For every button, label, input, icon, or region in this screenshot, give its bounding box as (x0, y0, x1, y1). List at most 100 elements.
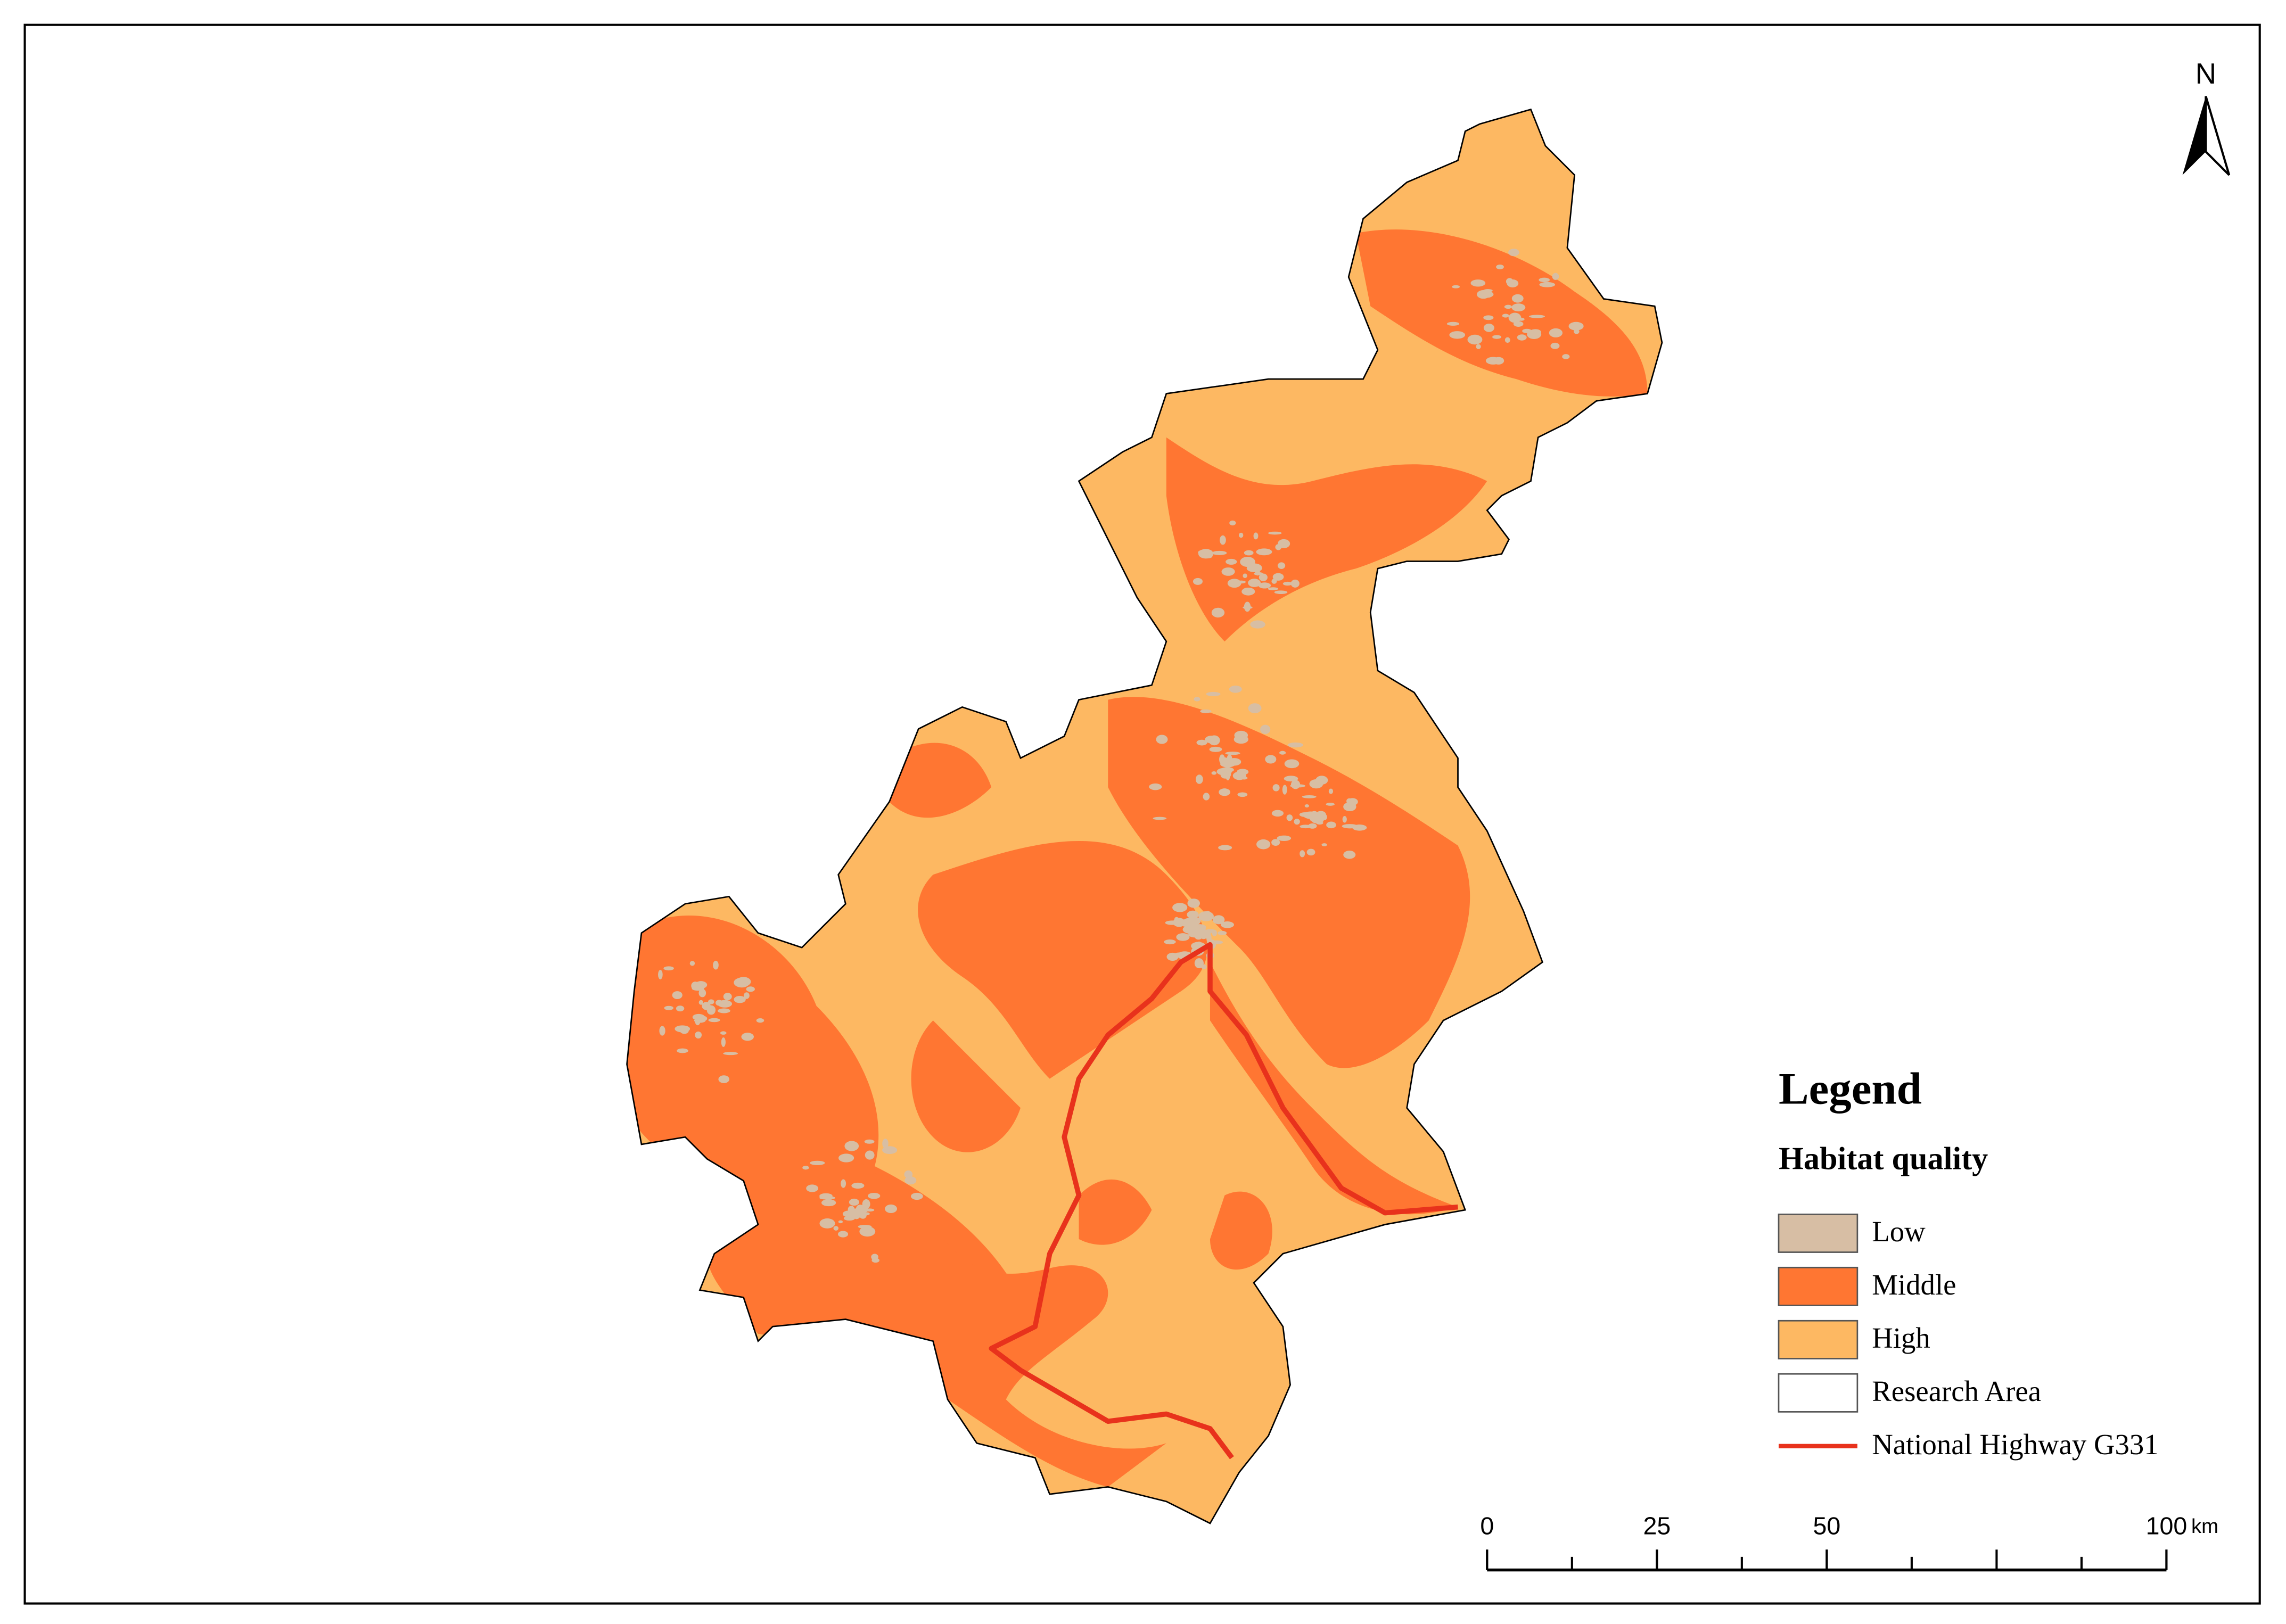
low-quality-area (1290, 579, 1300, 588)
low-quality-area (838, 1220, 843, 1224)
low-quality-area (1322, 814, 1327, 820)
low-quality-area (1244, 550, 1254, 556)
low-quality-area (743, 992, 750, 999)
low-quality-area (1194, 958, 1204, 969)
low-quality-area (1176, 933, 1190, 941)
low-quality-area (1518, 317, 1525, 321)
legend-symbol (1778, 1373, 1859, 1413)
research-area (626, 108, 1663, 1524)
low-quality-area (659, 1026, 665, 1036)
scale-label: 100 (2146, 1512, 2188, 1539)
low-quality-area (698, 1000, 704, 1005)
low-quality-area (852, 1209, 861, 1219)
low-quality-area (838, 1153, 854, 1163)
low-quality-area (1483, 323, 1494, 332)
middle-quality-area (911, 1020, 1021, 1152)
low-quality-area (844, 1141, 859, 1151)
scale-label: 50 (1813, 1512, 1840, 1539)
low-quality-area (1195, 774, 1203, 784)
low-quality-area (1492, 335, 1502, 339)
low-quality-area (1502, 314, 1509, 318)
low-quality-area (676, 1005, 685, 1012)
low-quality-area (1483, 315, 1494, 320)
low-quality-area (833, 1226, 839, 1231)
low-quality-area (1496, 264, 1504, 269)
low-quality-area (1205, 929, 1216, 933)
low-quality-area (1326, 803, 1335, 806)
low-quality-area (885, 1204, 898, 1213)
low-quality-area (718, 1075, 730, 1083)
legend: Legend Habitat quality Low Middle High Rese… (1778, 1064, 2159, 1461)
low-quality-area (1211, 607, 1225, 618)
low-quality-area (1284, 759, 1300, 769)
low-quality-area (1206, 933, 1212, 943)
low-quality-area (1530, 329, 1541, 335)
scale-label: 25 (1643, 1512, 1671, 1539)
low-quality-area (1243, 573, 1247, 579)
low-quality-area (1256, 548, 1272, 556)
low-quality-area (841, 1179, 846, 1188)
low-quality-area (1212, 550, 1227, 555)
low-quality-area (1562, 354, 1570, 359)
low-quality-area (819, 1218, 835, 1229)
low-quality-area (1240, 776, 1248, 780)
low-quality-area (1229, 685, 1242, 693)
low-quality-area (1220, 921, 1235, 928)
low-quality-area (1328, 788, 1334, 794)
low-quality-area (1446, 321, 1460, 326)
low-quality-area (1321, 843, 1327, 846)
low-quality-area (862, 1199, 870, 1209)
low-quality-area (1485, 357, 1501, 365)
legend-label: National Highway G331 (1872, 1428, 2158, 1461)
low-quality-area (1227, 758, 1241, 766)
legend-symbol (1778, 1266, 1859, 1306)
low-quality-area (1277, 562, 1286, 569)
low-quality-area (1182, 918, 1197, 927)
low-quality-area (1221, 567, 1235, 576)
low-quality-area (1306, 848, 1315, 856)
north-label: N (2195, 57, 2217, 90)
low-quality-area (1209, 746, 1222, 752)
low-quality-area (843, 1216, 855, 1221)
low-quality-area (1193, 578, 1203, 585)
low-quality-area (1165, 920, 1179, 925)
middle-quality-area (1210, 962, 1458, 1215)
low-quality-area (1508, 249, 1519, 257)
low-quality-area (1449, 331, 1466, 339)
highway-g331 (989, 942, 1458, 1460)
low-quality-area (1219, 754, 1226, 764)
low-quality-area (1347, 798, 1358, 806)
low-quality-area (1452, 285, 1460, 288)
legend-title: Legend (1779, 1064, 1922, 1114)
low-quality-area (1258, 582, 1271, 589)
low-quality-area (708, 1018, 720, 1023)
low-quality-area (1326, 821, 1336, 829)
low-quality-area (1248, 579, 1261, 587)
low-quality-area (698, 988, 706, 998)
low-quality-area (1282, 785, 1287, 795)
low-quality-area (658, 970, 663, 979)
low-quality-area (1508, 312, 1522, 323)
low-quality-area (1272, 573, 1284, 581)
legend-symbol (1778, 1213, 1859, 1253)
low-quality-area (1342, 816, 1347, 823)
low-quality-area (663, 966, 674, 971)
low-quality-area (1279, 751, 1286, 755)
low-quality-area (1517, 334, 1527, 341)
low-quality-area (1299, 812, 1311, 817)
low-quality-area (871, 1254, 878, 1260)
low-quality-area (734, 977, 750, 988)
middle-quality-area (918, 841, 1207, 1079)
low-quality-area (1310, 811, 1318, 818)
low-quality-area (1568, 321, 1584, 331)
scale-unit: km (2191, 1515, 2218, 1538)
low-quality-area (911, 1192, 923, 1200)
low-quality-area (1149, 783, 1162, 790)
low-quality-area (1476, 344, 1481, 349)
low-quality-area (837, 1231, 849, 1238)
legend-label: Low (1872, 1215, 1926, 1248)
low-quality-area (1511, 303, 1526, 311)
low-quality-area (720, 1031, 727, 1035)
low-quality-area (1309, 779, 1323, 789)
low-quality-area (1198, 549, 1214, 559)
